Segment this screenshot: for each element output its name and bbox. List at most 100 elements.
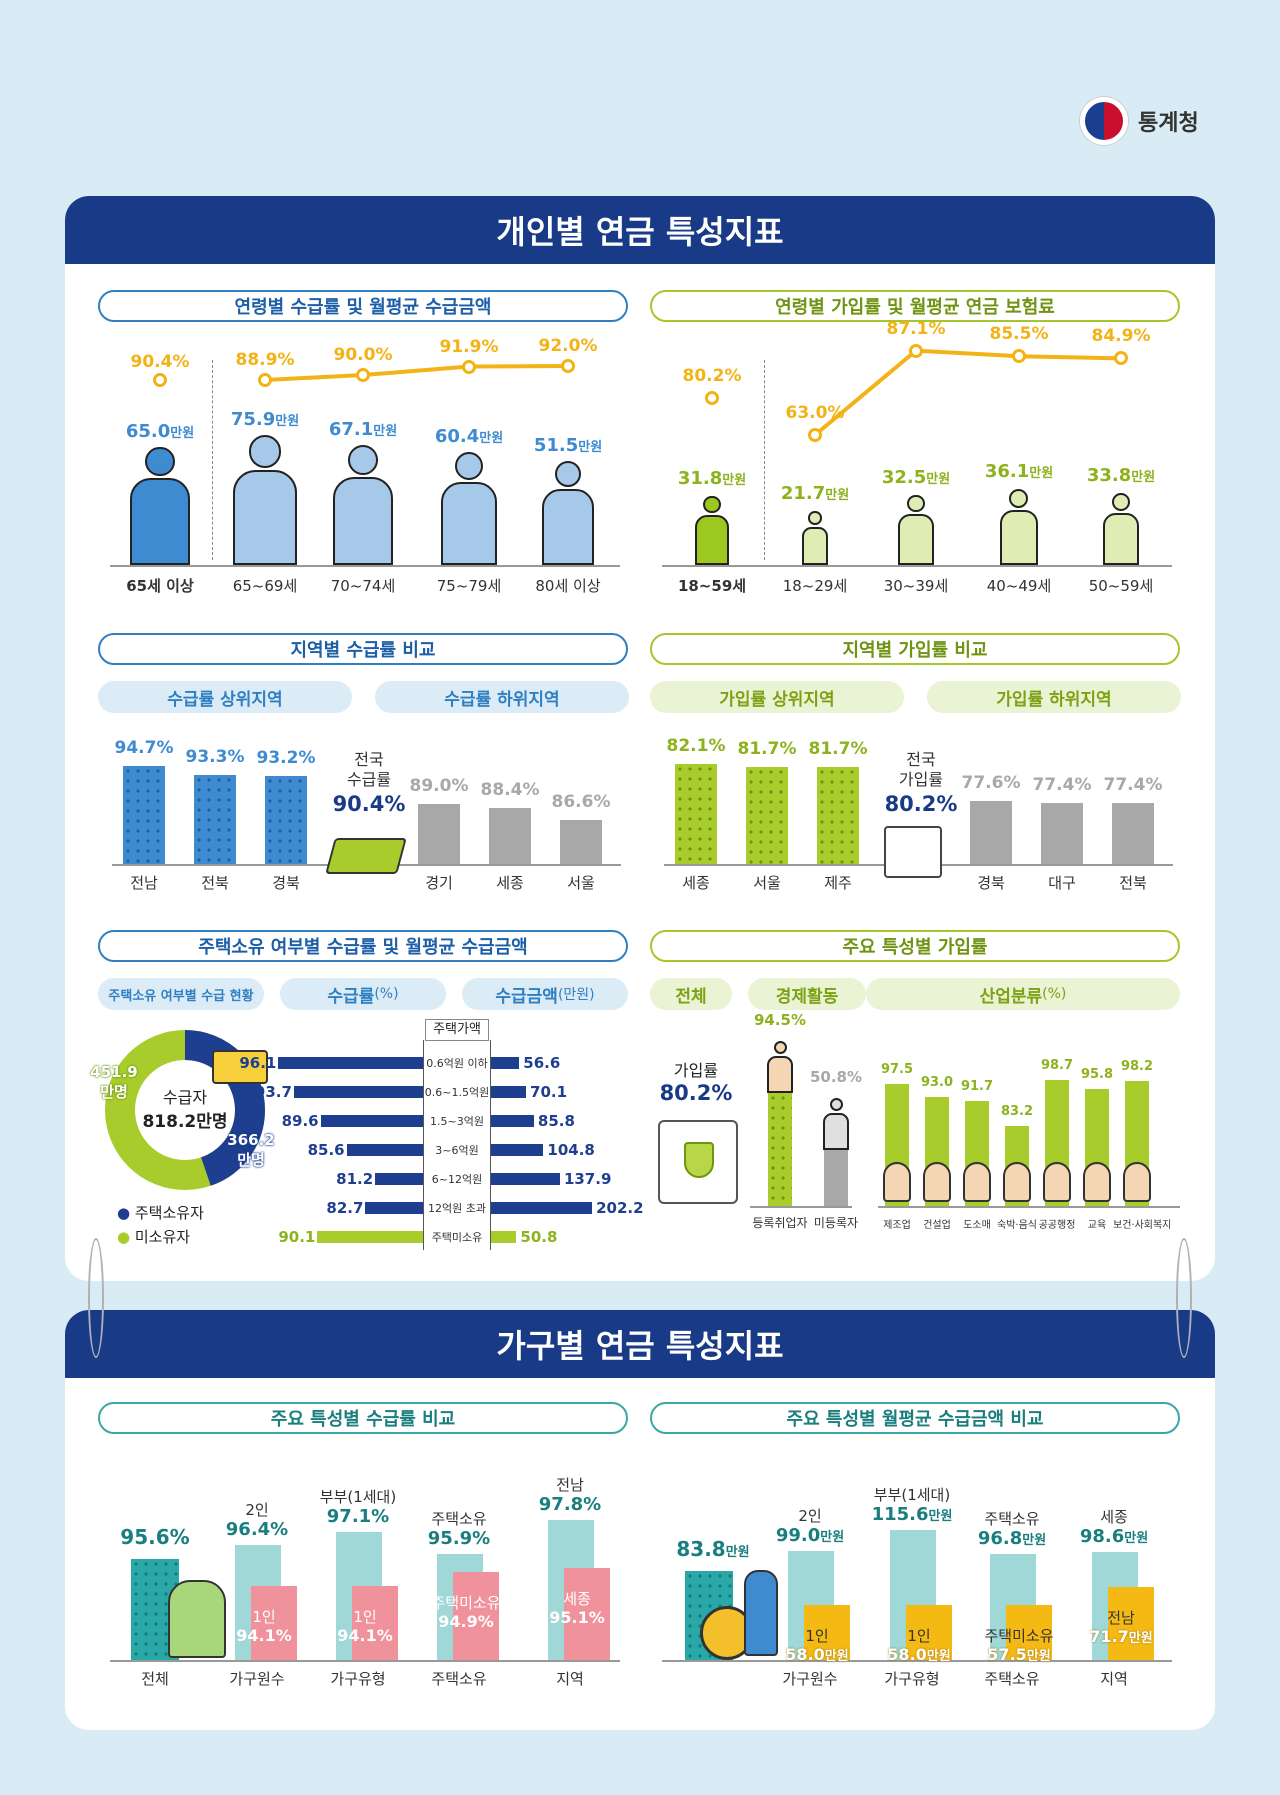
section-region-enroll-title: 지역별 가입률 비교: [650, 633, 1180, 665]
housing-amount-5: 202.2: [596, 1199, 644, 1217]
pill-economic: 경제활동: [748, 978, 866, 1010]
econ-person-1: [823, 1097, 849, 1150]
industry-label-6: 보건·사회복지: [1113, 1220, 1172, 1231]
housing-rate-bar-5: [365, 1202, 423, 1214]
industry-worker-icon-4: [1043, 1162, 1071, 1202]
s3-bottom-value-1: 88.4%: [480, 779, 540, 800]
connector-ring-right: [1176, 1238, 1192, 1358]
s4-axis-top: [664, 864, 896, 866]
s8-lo-name-3: 전남: [1107, 1608, 1135, 1627]
s2-person-2-head: [907, 494, 925, 513]
donut-owner-value: 366.2만명: [227, 1131, 275, 1169]
s7-lo-value-0: 94.1%: [236, 1626, 292, 1646]
s8-hi-value-0: 99.0만원: [775, 1525, 845, 1547]
housing-donut: [105, 1030, 265, 1190]
s3-axis-bottom: [389, 864, 621, 866]
s2-rate-line: [813, 348, 1122, 437]
s4-top-bar-2: [817, 766, 859, 864]
pill-housing-status: 주택소유 여부별 수급 현황: [98, 978, 264, 1010]
s1-person-2: [332, 444, 394, 565]
s3-bottom-value-0: 89.0%: [409, 775, 469, 796]
s1-divider: [212, 360, 213, 560]
document-check-icon: [884, 826, 942, 878]
s7-lo-value-3: 95.1%: [549, 1608, 605, 1628]
s1-label-3: 75~79세: [436, 577, 502, 595]
s4-top-bar-0: [675, 763, 717, 864]
s4-bottom-region-1: 대구: [1048, 874, 1076, 892]
s3-bottom-bar-0: [418, 803, 460, 864]
s1-label-4: 80세 이상: [535, 577, 601, 595]
section-household-receipt-title: 주요 특성별 수급률 비교: [98, 1402, 628, 1434]
s2-person-0-body: [694, 515, 730, 565]
econ-bar-1: [824, 1139, 848, 1206]
housing-amount-bar-3: [491, 1144, 544, 1156]
s6-industry-axis: [878, 1206, 1180, 1208]
s7-lo-bar-1: [352, 1586, 398, 1660]
s7-group-label-3: 지역: [556, 1670, 584, 1688]
section-age-enroll-title: 연령별 가입률 및 월평균 연금 보험료: [650, 290, 1180, 322]
s1-rate-0: 90.4%: [130, 352, 190, 372]
housing-category-2: 1.5~3억원: [430, 1115, 484, 1128]
s2-rate-4: 84.9%: [1091, 326, 1151, 347]
industry-label-4: 공공행정: [1038, 1220, 1076, 1231]
housing-category-0: 0.6억원 이하: [426, 1057, 488, 1070]
s1-person-2-body: [332, 476, 394, 565]
pill-industry: 산업분류 (%): [866, 978, 1180, 1010]
s3-national-label-1: 전국: [354, 750, 384, 769]
industry-label-1: 건설업: [923, 1220, 951, 1231]
econ-person-0-head: [773, 1041, 787, 1055]
s1-rate-4: 92.0%: [538, 336, 598, 357]
s1-rate-2: 90.0%: [333, 345, 393, 366]
s8-group-label-3: 지역: [1100, 1670, 1128, 1688]
pill-receipt-bottom: 수급률 하위지역: [375, 681, 629, 713]
s1-amount-1: 75.9만원: [230, 409, 300, 431]
s1-amount-4: 51.5만원: [533, 434, 603, 456]
s7-lo-bar-3: [564, 1568, 610, 1660]
housing-rate-bar-2: [320, 1115, 423, 1127]
s1-label-0: 65세 이상: [126, 577, 194, 595]
housing-amount-bar-2: [491, 1115, 534, 1127]
industry-value-0: 97.5: [880, 1061, 914, 1077]
s2-rate-marker-0: [705, 391, 719, 405]
section-housing-title: 주택소유 여부별 수급률 및 월평균 수급금액: [98, 930, 628, 962]
s3-top-region-2: 경북: [272, 874, 300, 892]
s7-hi-name-1: 부부(1세대): [319, 1488, 397, 1507]
s2-label-1: 18~29세: [782, 577, 848, 595]
section-feature-enroll-title: 주요 특성별 가입률: [650, 930, 1180, 962]
s7-lo-name-0: 1인: [252, 1608, 276, 1627]
panel-individual-title: 개인별 연금 특성지표: [65, 196, 1215, 264]
s4-top-region-1: 서울: [753, 874, 781, 892]
s4-national-label-1: 전국: [906, 750, 936, 769]
s8-lo-name-2: 주택미소유: [984, 1627, 1054, 1646]
s8-lo-name-0: 1인: [805, 1626, 829, 1645]
pill-enroll-top: 가입률 상위지역: [650, 681, 904, 713]
s8-hi-value-1: 115.6만원: [871, 1503, 953, 1525]
s1-person-0: [130, 446, 190, 565]
industry-value-4: 98.7: [1040, 1057, 1074, 1073]
housing-category-6: 주택미소유: [431, 1231, 483, 1244]
s7-lo-bar-2: [453, 1571, 499, 1660]
s3-bottom-region-1: 세종: [496, 874, 524, 892]
s3-top-value-2: 93.2%: [256, 747, 316, 768]
econ-label-0: 등록취업자: [752, 1216, 808, 1230]
s7-overall-value: 95.6%: [120, 1525, 190, 1550]
econ-person-0: [767, 1041, 793, 1094]
s2-rate-marker-2: [909, 343, 923, 358]
s7-lo-value-1: 94.1%: [337, 1626, 393, 1646]
housing-rate-2: 89.6: [281, 1112, 319, 1130]
s1-person-3-head: [454, 451, 484, 480]
housing-amount-1: 70.1: [530, 1083, 568, 1101]
s2-amount-4: 33.8만원: [1086, 464, 1156, 486]
s4-national-label-2: 가입률: [898, 770, 944, 789]
s7-lo-value-2: 94.9%: [438, 1611, 494, 1631]
s8-hi-name-0: 2인: [798, 1507, 822, 1526]
s1-person-3: [440, 451, 498, 565]
s8-group-label-2: 주택소유: [984, 1670, 1040, 1688]
s2-rate-marker-1: [808, 428, 822, 442]
donut-center-label: 수급자: [162, 1088, 208, 1107]
s2-rate-marker-3: [1012, 349, 1026, 364]
s7-group-label-0: 가구원수: [229, 1670, 285, 1688]
housing-amount-bar-5: [491, 1202, 593, 1214]
housing-category-5: 12억원 초과: [428, 1202, 486, 1215]
s1-rate-marker-1: [258, 373, 272, 387]
